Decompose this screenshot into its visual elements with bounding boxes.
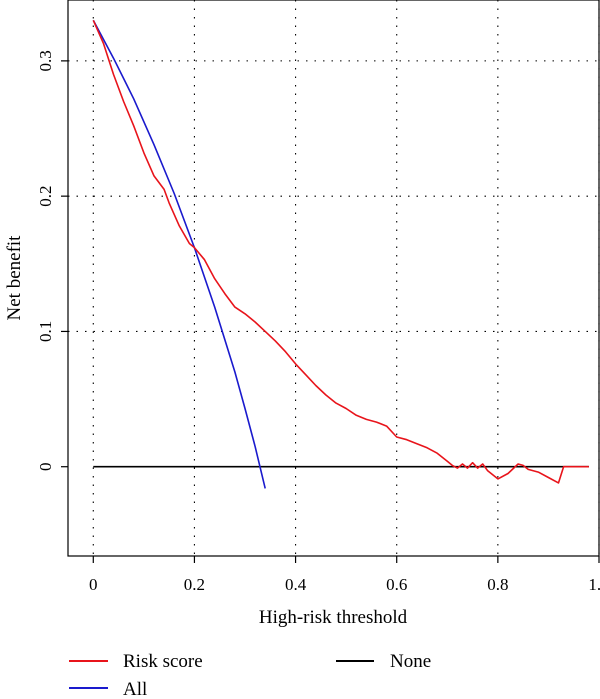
x-tick-label-0: 0	[89, 575, 98, 594]
series-layer	[92, 19, 589, 489]
x-axis: 0 0.2 0.4 0.6 0.8 1.0	[89, 556, 600, 594]
y-tick-label-1: 0.1	[36, 321, 55, 342]
x-tick-label-3: 0.6	[386, 575, 407, 594]
y-tick-label-0: 0	[36, 462, 55, 471]
x-tick-label-5: 1.0	[588, 575, 600, 594]
grid-lines	[68, 0, 600, 556]
legend-label-risk-score: Risk score	[123, 651, 203, 672]
x-tick-label-4: 0.8	[487, 575, 508, 594]
x-tick-label-1: 0.2	[184, 575, 205, 594]
y-tick-label-3: 0.3	[36, 50, 55, 71]
y-axis-title: Net benefit	[4, 235, 25, 321]
y-tick-label-2: 0.2	[36, 186, 55, 207]
x-axis-title: High-risk threshold	[259, 607, 408, 628]
legend-label-none: None	[390, 651, 431, 672]
legend-label-all: All	[123, 679, 147, 699]
legend: Risk score All None	[69, 651, 431, 699]
series-line-risk-score	[92, 19, 589, 484]
x-tick-label-2: 0.4	[285, 575, 307, 594]
plot-frame	[67, 0, 600, 557]
y-axis: 0 0.1 0.2 0.3	[36, 50, 68, 471]
